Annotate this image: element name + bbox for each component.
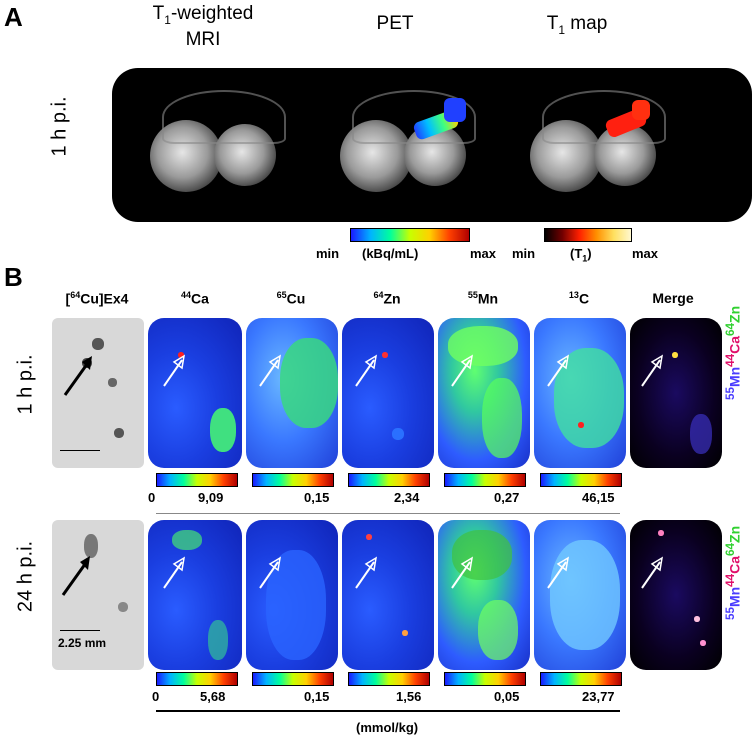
- arrow-icon: [63, 356, 92, 396]
- zero-label-1h: 0: [148, 490, 156, 505]
- unit-line: [156, 710, 620, 712]
- arrow-icon: [547, 556, 570, 589]
- mn-max-24h: 0,05: [494, 689, 520, 704]
- c-image-1h: [534, 318, 626, 468]
- scale-bar-line-24h: [60, 630, 100, 631]
- zn-image-1h: [342, 318, 434, 468]
- cu-max-1h: 0,15: [304, 490, 330, 505]
- pet-colorbar-max: max: [470, 246, 497, 261]
- col-header-zn: 64Zn: [373, 290, 401, 307]
- header-pet: PET: [376, 13, 414, 34]
- pet-colorbar-min: min: [316, 246, 340, 261]
- ca-max-1h: 9,09: [198, 490, 224, 505]
- merge-image-24h: [630, 520, 722, 670]
- mn-image-1h: [438, 318, 530, 468]
- arrow-icon: [61, 556, 90, 596]
- arrow-icon: [355, 354, 378, 387]
- mn-colorbar-1h: [444, 473, 526, 487]
- mn-colorbar-24h: [444, 672, 526, 686]
- c-max-24h: 23,77: [582, 689, 615, 704]
- arrow-icon: [547, 354, 570, 387]
- arrow-icon: [163, 354, 186, 387]
- mn-max-1h: 0,27: [494, 490, 520, 505]
- cu-colorbar-24h: [252, 672, 334, 686]
- c-image-24h: [534, 520, 626, 670]
- zn-image-24h: [342, 520, 434, 670]
- t1-colorbar: [544, 228, 632, 242]
- arrow-icon: [451, 354, 474, 387]
- ca-image-24h: [148, 520, 242, 670]
- col-header-cu-ex4: [64Cu]Ex4: [65, 290, 129, 307]
- c-colorbar-1h: [540, 473, 622, 487]
- pet-scan-image: [332, 80, 482, 210]
- cu-image-1h: [246, 318, 338, 468]
- arrow-icon: [163, 556, 186, 589]
- t1-map-image: [522, 80, 672, 210]
- mn-image-24h: [438, 520, 530, 670]
- col-header-mn: 55Mn: [467, 290, 499, 307]
- cu-colorbar-1h: [252, 473, 334, 487]
- t1-colorbar-max: max: [632, 246, 659, 261]
- zero-label-24h: 0: [152, 689, 160, 704]
- merge-legend-24h: 55Mn44Ca64Zn: [724, 525, 743, 620]
- c-colorbar-24h: [540, 672, 622, 686]
- cu-image-24h: [246, 520, 338, 670]
- scale-bar-line: [60, 450, 100, 451]
- mri-strip: [112, 68, 752, 222]
- row-label-1h: 1 h p.i.: [14, 354, 37, 415]
- t1-colorbar-unit: (T1): [570, 246, 592, 264]
- panel-b-letter: B: [4, 262, 23, 292]
- row-label-24h: 24 h p.i.: [14, 540, 37, 613]
- header-t1-weighted-mri: T1-weighted MRI: [152, 3, 254, 50]
- pet-colorbar: [350, 228, 470, 242]
- zn-max-1h: 2,34: [394, 490, 420, 505]
- col-header-cu: 65Cu: [276, 290, 306, 307]
- unit-label: (mmol/kg): [356, 720, 419, 735]
- arrow-icon: [259, 354, 282, 387]
- ca-image-1h: [148, 318, 242, 468]
- zn-max-24h: 1,56: [396, 689, 422, 704]
- col-header-merge: Merge: [652, 290, 694, 306]
- merge-image-1h: [630, 318, 722, 468]
- header-t1-map: T1 map: [546, 13, 608, 37]
- ca-colorbar-1h: [156, 473, 238, 487]
- arrow-icon: [451, 556, 474, 589]
- ca-colorbar-24h: [156, 672, 238, 686]
- arrow-icon: [641, 354, 664, 387]
- arrow-icon: [259, 556, 282, 589]
- col-header-ca: 44Ca: [181, 290, 209, 307]
- divider-line: [156, 513, 620, 514]
- arrow-icon: [641, 556, 664, 589]
- pet-colorbar-unit: (kBq/mL): [362, 246, 419, 261]
- row-label-a: 1 h p.i.: [48, 96, 71, 157]
- scale-bar-label: 2.25 mm: [58, 636, 107, 650]
- col-header-c: 13C: [568, 290, 590, 307]
- c-max-1h: 46,15: [582, 490, 615, 505]
- mri-scan-image: [142, 80, 292, 210]
- cu-ex4-image-24h: 2.25 mm: [52, 520, 144, 670]
- t1-colorbar-min: min: [512, 246, 536, 261]
- zn-colorbar-1h: [348, 473, 430, 487]
- panel-a-letter: A: [4, 2, 23, 32]
- merge-legend-1h: 55Mn44Ca64Zn: [724, 305, 743, 400]
- zn-colorbar-24h: [348, 672, 430, 686]
- ca-max-24h: 5,68: [200, 689, 226, 704]
- arrow-icon: [355, 556, 378, 589]
- cu-max-24h: 0,15: [304, 689, 330, 704]
